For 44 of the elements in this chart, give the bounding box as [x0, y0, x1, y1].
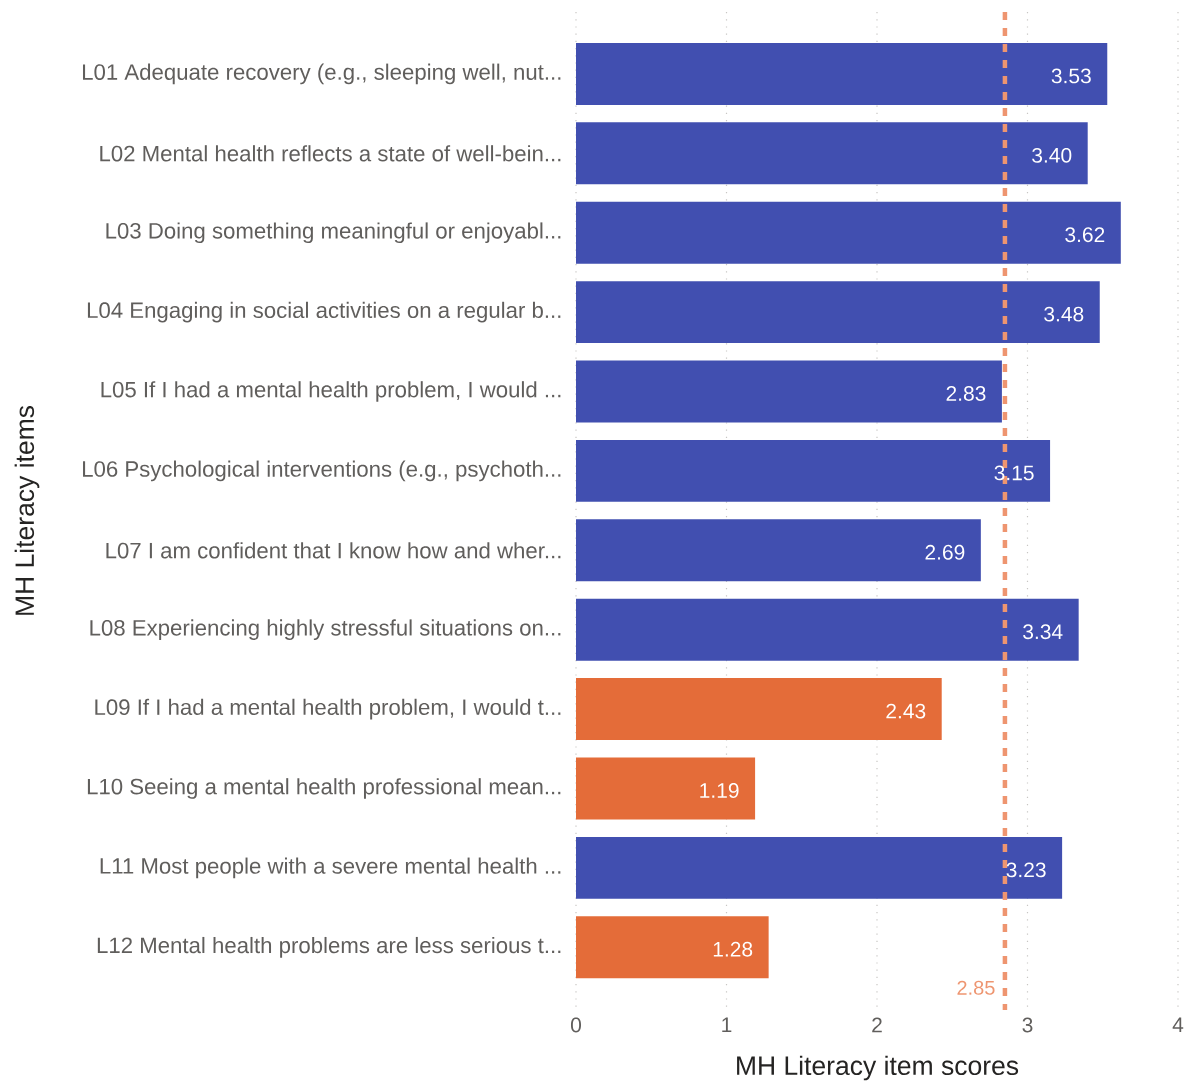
y-tick-label: L10 Seeing a mental health professional mean... [87, 778, 561, 799]
x-tick-label: 3 [1022, 1017, 1033, 1033]
bar [576, 836, 1063, 899]
data-label: 1.28 [713, 941, 753, 957]
x-tick-label: 2 [872, 1017, 882, 1033]
y-tick-label: L06 Psychological interventions (e.g., psychoth... [83, 460, 561, 482]
data-label: 3.48 [1044, 306, 1084, 322]
data-label: 3.40 [1032, 147, 1072, 163]
data-label: 3.34 [1023, 624, 1063, 640]
y-tick-label: L01 Adequate recovery (e.g., sleeping well, nut... [83, 63, 561, 85]
bar [576, 201, 1121, 264]
y-tick-label: L07 I am confident that I know how and wher... [106, 542, 561, 559]
y-tick-label: L05 If I had a mental health problem, I would ... [101, 381, 561, 402]
bar [576, 42, 1108, 105]
y-tick-label: L11 Most people with a severe mental health ... [100, 857, 561, 879]
bar [576, 439, 1051, 502]
y-tick-label: L03 Doing something meaningful or enjoyabl... [106, 222, 561, 244]
y-tick-label: L02 Mental health reflects a state of well-bein... [100, 145, 561, 162]
bar [576, 519, 981, 582]
data-label: 3.62 [1065, 227, 1105, 243]
bar [576, 598, 1079, 661]
y-axis-title: MH Literacy items [14, 405, 40, 615]
data-label: 3.15 [994, 465, 1034, 481]
data-label: 3.53 [1051, 68, 1091, 84]
data-label: 3.23 [1006, 862, 1046, 878]
y-tick-label: L09 If I had a mental health problem, I would t... [95, 698, 561, 720]
bar [576, 122, 1088, 185]
data-label: 1.19 [700, 783, 739, 798]
y-tick-label: L08 Experiencing highly stressful situations on... [90, 619, 561, 641]
y-tick-label: L04 Engaging in social activities on a regular b... [87, 301, 561, 323]
y-tick-label: L12 Mental health problems are less serious t... [97, 936, 561, 958]
data-label: 2.69 [925, 544, 965, 560]
data-label: 2.83 [946, 386, 986, 401]
bar [576, 678, 942, 741]
bar [576, 360, 1002, 423]
x-tick-label: 0 [570, 1017, 582, 1033]
bar [576, 757, 756, 820]
ref-line-label: 2.85 [957, 980, 995, 995]
bar [576, 281, 1100, 344]
data-label: 2.43 [886, 703, 926, 719]
x-axis-title: MH Literacy item scores [737, 1055, 1019, 1081]
x-tick-label: 4 [1172, 1017, 1184, 1032]
x-tick-label: 1 [722, 1017, 732, 1032]
bar [576, 916, 769, 979]
